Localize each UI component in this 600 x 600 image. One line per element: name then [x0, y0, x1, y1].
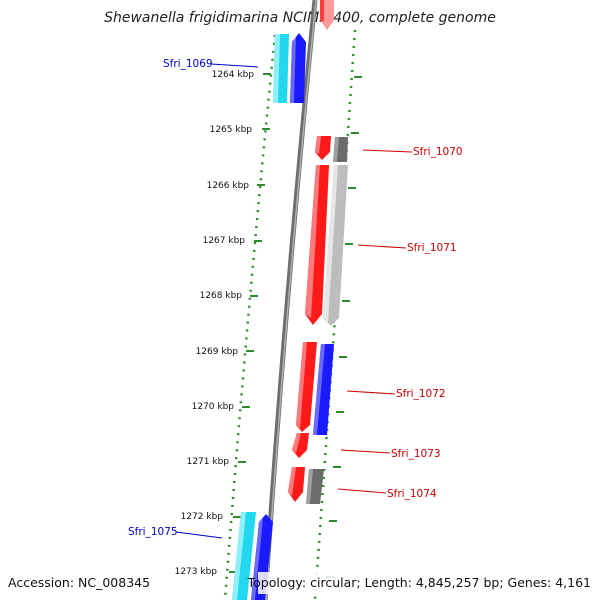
- gene-label-sfri-1072[interactable]: Sfri_1072: [396, 388, 446, 400]
- kbp-label: 1272 kbp: [181, 512, 224, 522]
- gene-labels: Sfri_1069 Sfri_1070 Sfri_1071 Sfri_1072 …: [128, 58, 463, 538]
- kbp-label: 1266 kbp: [207, 181, 250, 191]
- kbp-label: 1268 kbp: [200, 291, 243, 301]
- kbp-label: 1267 kbp: [203, 236, 246, 246]
- accession-text: Accession: NC_008345: [8, 575, 150, 590]
- topology-text: Topology: circular; Length: 4,845,257 bp…: [247, 575, 591, 590]
- kbp-label: 1269 kbp: [196, 347, 239, 357]
- kbp-scale: 1264 kbp 1265 kbp 1266 kbp 1267 kbp 1268…: [175, 70, 255, 577]
- kbp-label: 1265 kbp: [210, 125, 253, 135]
- kbp-label: 1264 kbp: [212, 70, 255, 80]
- gene-label-sfri-1070[interactable]: Sfri_1070: [413, 146, 463, 158]
- gene-features: [232, 0, 348, 600]
- gene-label-sfri-1075[interactable]: Sfri_1075: [128, 526, 178, 538]
- kbp-label: 1273 kbp: [175, 567, 218, 577]
- kbp-label: 1270 kbp: [192, 402, 235, 412]
- kbp-label: 1271 kbp: [187, 457, 230, 467]
- gene-label-sfri-1073[interactable]: Sfri_1073: [391, 448, 441, 460]
- topology-bg: [258, 572, 600, 594]
- gene-label-sfri-1069[interactable]: Sfri_1069: [163, 58, 213, 70]
- left-ticks: [229, 73, 271, 573]
- gene-label-sfri-1071[interactable]: Sfri_1071: [407, 242, 457, 254]
- label-leaders: [175, 63, 413, 539]
- gene-label-sfri-1074[interactable]: Sfri_1074: [387, 488, 437, 500]
- genome-backbone: [262, 0, 318, 600]
- map-title: Shewanella frigidimarina NCIMB 400, comp…: [104, 10, 496, 26]
